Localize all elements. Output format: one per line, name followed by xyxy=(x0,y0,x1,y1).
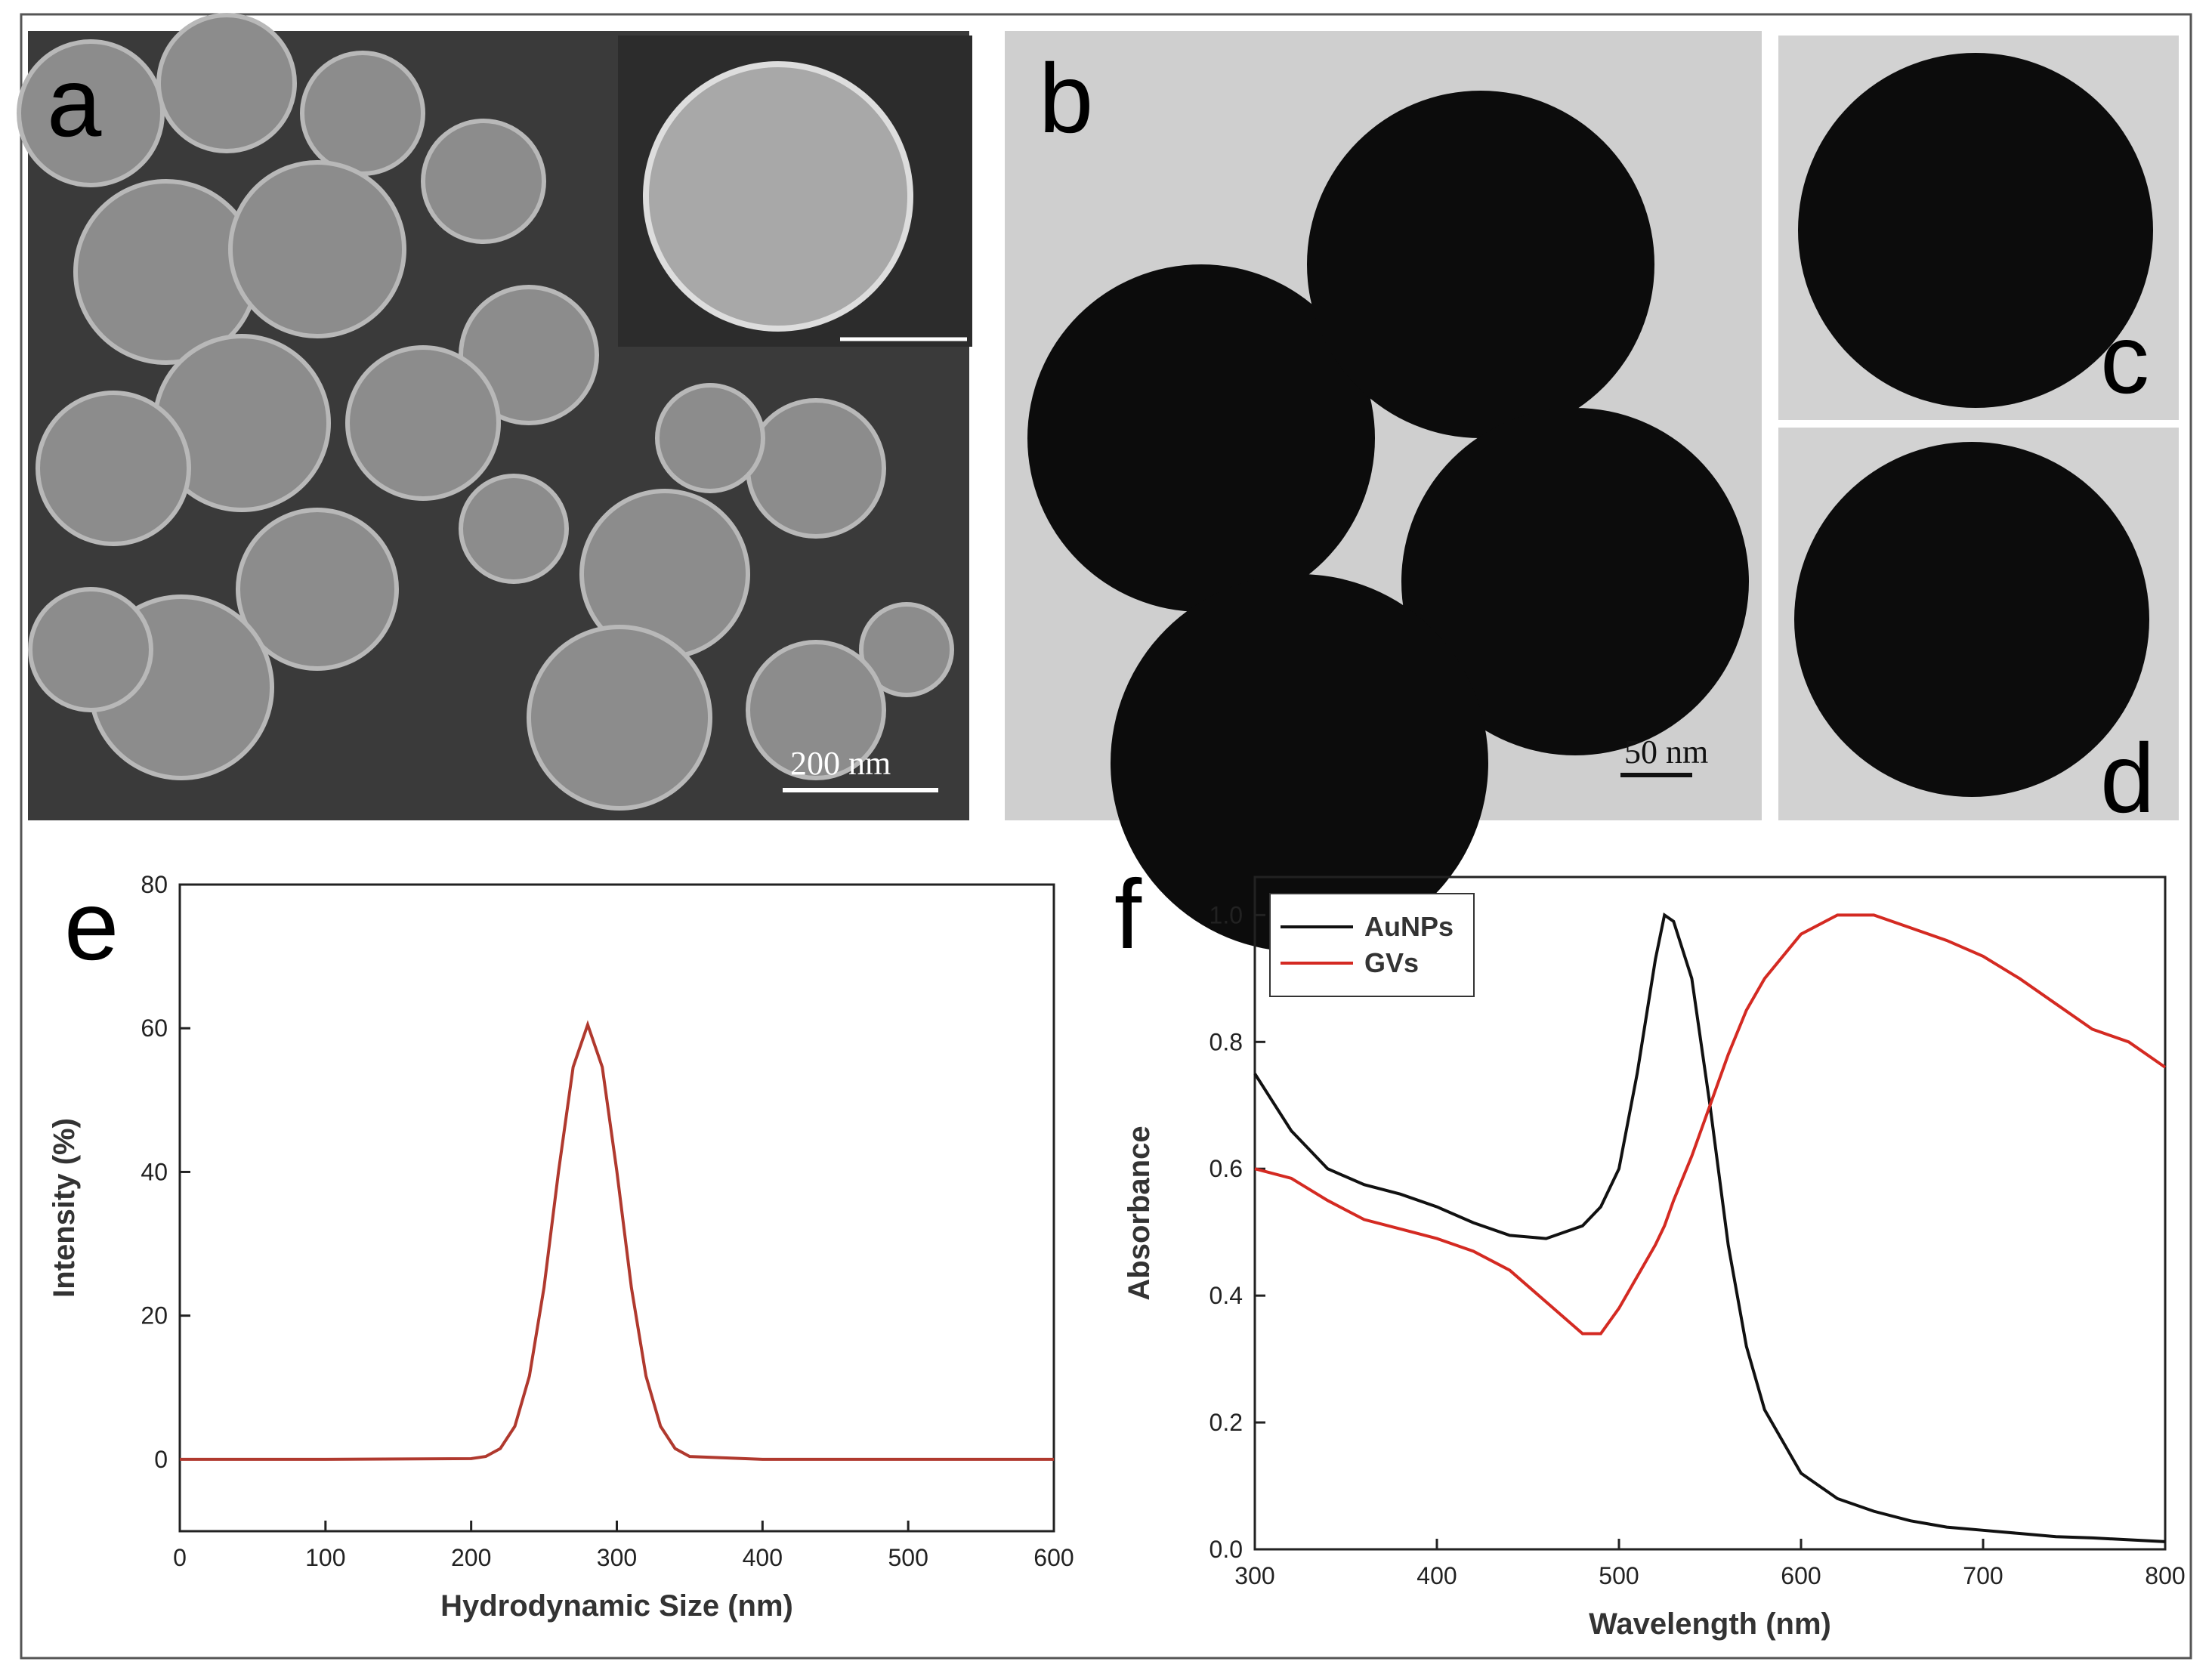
particle xyxy=(1794,442,2149,797)
x-tick-label: 800 xyxy=(2145,1562,2185,1589)
y-tick-label: 0.6 xyxy=(1209,1155,1243,1182)
particle xyxy=(1798,53,2153,408)
y-tick-label: 0.0 xyxy=(1209,1536,1243,1563)
particle xyxy=(421,119,546,244)
y-tick-label: 20 xyxy=(141,1302,168,1329)
scale-bar-label: 200 nm xyxy=(790,745,891,782)
x-tick-label: 200 xyxy=(451,1544,491,1571)
y-tick-label: 60 xyxy=(141,1014,168,1042)
particle xyxy=(156,13,297,153)
data-line xyxy=(180,1020,1054,1461)
particle xyxy=(1027,264,1375,612)
figure-border xyxy=(20,13,2192,1660)
y-tick-label: 0 xyxy=(154,1446,168,1473)
y-tick-label: 0.8 xyxy=(1209,1028,1243,1055)
x-tick-label: 600 xyxy=(1781,1562,1821,1589)
x-tick-label: 100 xyxy=(305,1544,345,1571)
particle xyxy=(236,508,399,671)
scale-bar-label: 50 nm xyxy=(1624,733,1708,771)
x-axis-label: Hydrodynamic Size (nm) xyxy=(440,1589,793,1623)
panel-label: d xyxy=(2100,723,2155,833)
y-tick-label: 0.4 xyxy=(1209,1282,1243,1309)
x-tick-label: 400 xyxy=(1416,1562,1457,1589)
particle xyxy=(746,640,886,780)
legend-label: GVs xyxy=(1364,947,1419,978)
y-axis-label: Absorbance xyxy=(1123,1126,1156,1300)
plot-frame xyxy=(1253,876,2167,1551)
panel-label: e xyxy=(64,870,119,981)
particle xyxy=(527,625,712,811)
x-tick-label: 0 xyxy=(173,1544,187,1571)
x-tick-label: 400 xyxy=(743,1544,783,1571)
particle xyxy=(36,391,191,546)
particle xyxy=(459,474,569,584)
particle xyxy=(859,602,954,697)
data-line xyxy=(1254,913,2167,1336)
x-tick-label: 700 xyxy=(1963,1562,2003,1589)
panel-label: a xyxy=(47,47,102,157)
y-tick-label: 40 xyxy=(141,1158,168,1185)
x-tick-label: 600 xyxy=(1033,1544,1074,1571)
particle xyxy=(655,383,765,493)
particle xyxy=(345,345,501,501)
legend-label: AuNPs xyxy=(1364,911,1454,942)
particle xyxy=(1307,91,1654,438)
x-tick-label: 300 xyxy=(1234,1562,1274,1589)
x-axis-label: Wavelength (nm) xyxy=(1589,1607,1831,1641)
y-tick-label: 0.2 xyxy=(1209,1409,1243,1436)
y-tick-label: 80 xyxy=(141,871,168,898)
x-tick-label: 500 xyxy=(888,1544,928,1571)
panel-label: b xyxy=(1039,43,1093,153)
x-tick-label: 300 xyxy=(597,1544,637,1571)
micrographs xyxy=(17,13,2179,952)
data-line xyxy=(1253,913,2166,1543)
x-tick-label: 500 xyxy=(1599,1562,1639,1589)
panel-label: f xyxy=(1114,859,1142,969)
plot-frame xyxy=(178,883,1055,1533)
y-axis-label: Intensity (%) xyxy=(48,1118,81,1298)
particle xyxy=(746,398,886,539)
legend-box xyxy=(1269,893,1475,997)
particle xyxy=(228,160,406,338)
particle xyxy=(643,61,913,332)
particle xyxy=(17,39,165,187)
y-tick-label: 1.0 xyxy=(1209,901,1243,928)
panel-label: c xyxy=(2100,304,2149,414)
particle xyxy=(28,587,153,712)
particle xyxy=(300,51,425,176)
particle xyxy=(1401,408,1749,755)
particle xyxy=(1111,574,1488,952)
